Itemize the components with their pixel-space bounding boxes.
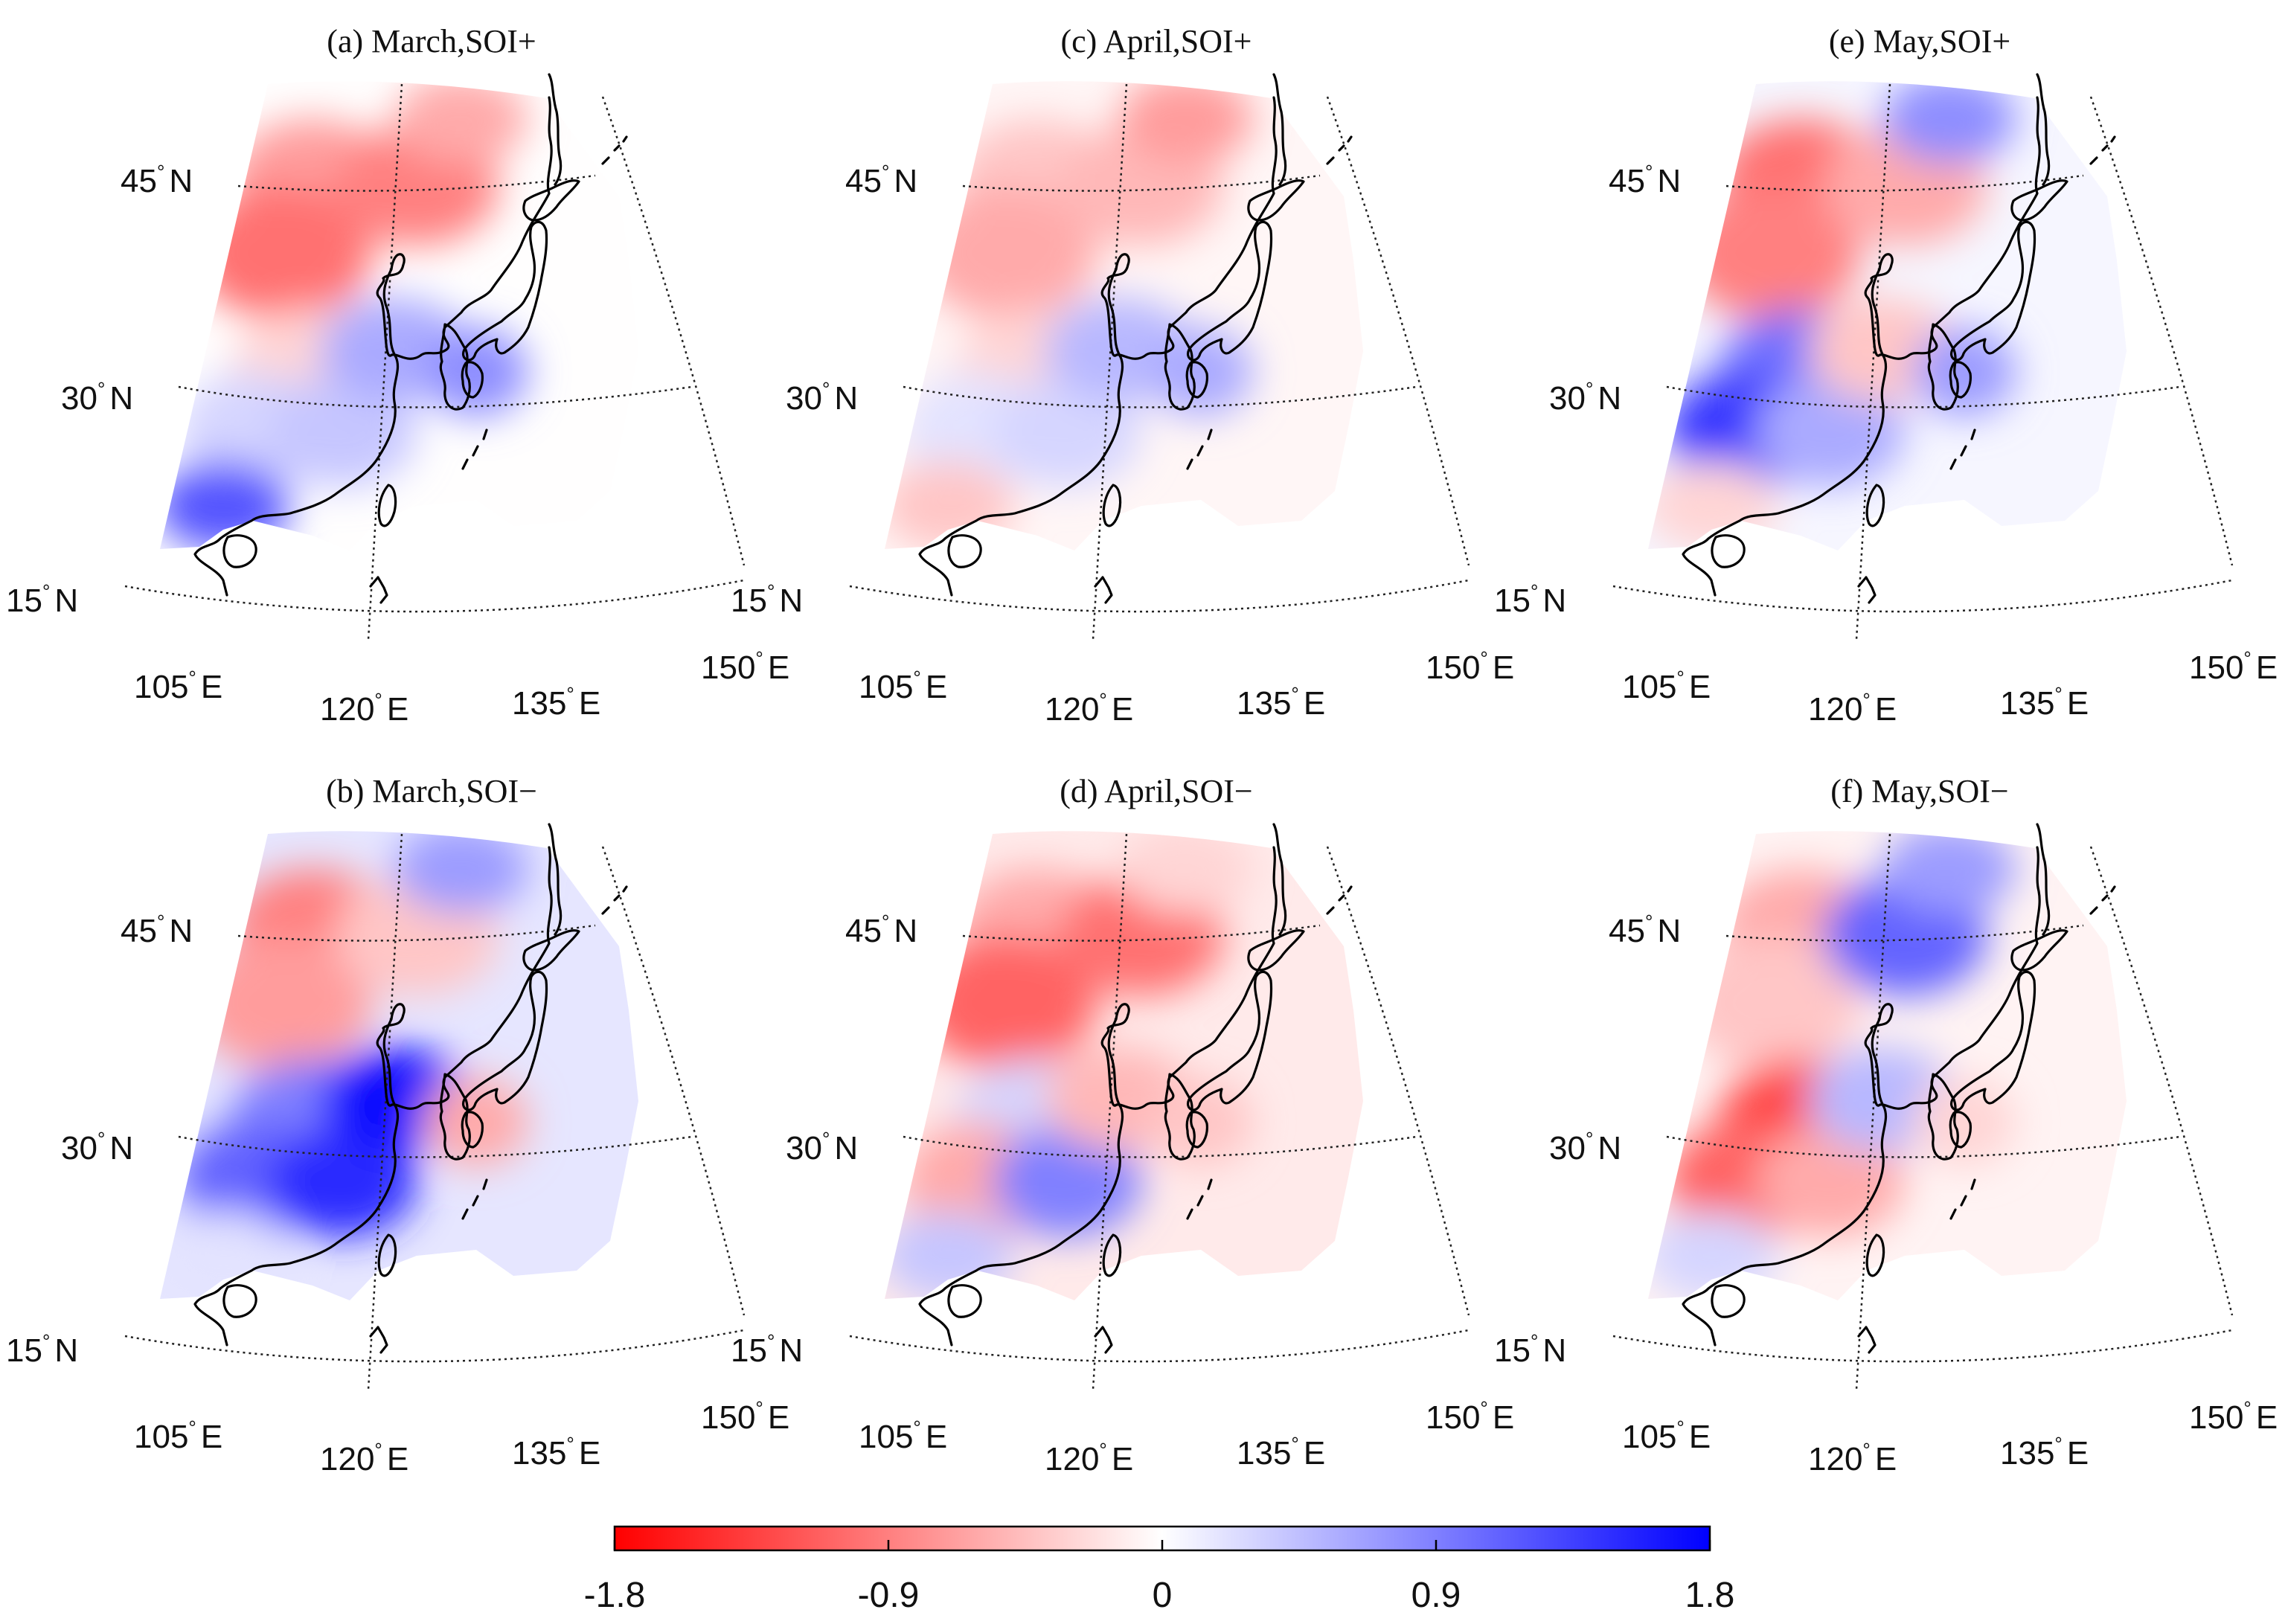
anomaly-cell bbox=[1912, 1077, 2016, 1166]
lat-label: 30° N bbox=[61, 1128, 133, 1166]
graticule bbox=[1612, 83, 2234, 641]
lon-label: 120° E bbox=[320, 1439, 408, 1477]
lon-label: 120° E bbox=[320, 689, 408, 728]
anomaly-field bbox=[885, 831, 1363, 1300]
panel-e-may-soi-plus: (e) May,SOI+ 45° N 30° N 15° N 105° E 120° E 135° E 1… bbox=[1494, 23, 2278, 728]
lat-label: 15° N bbox=[6, 580, 78, 619]
anomaly-cell bbox=[1882, 831, 2016, 914]
lon-label: 105° E bbox=[1622, 1416, 1711, 1455]
anomaly-cell bbox=[1149, 327, 1253, 417]
panel-a-march-soi-plus: (a) March,SOI+ 45° N 30° N 15° N 105° E 120° E 135°… bbox=[6, 23, 789, 728]
coastline bbox=[193, 73, 628, 604]
anomaly-cell bbox=[1912, 327, 2016, 417]
graticule bbox=[849, 83, 1470, 641]
panel-title: (c) April,SOI+ bbox=[1061, 23, 1252, 60]
anomaly-cell bbox=[1682, 936, 1860, 1070]
lon-label: 120° E bbox=[1045, 1439, 1133, 1477]
anomaly-field bbox=[160, 81, 638, 551]
lat-label: 15° N bbox=[6, 1330, 78, 1369]
anomaly-cell bbox=[1682, 186, 1860, 320]
lon-label: 105° E bbox=[859, 667, 947, 705]
anomaly-cell bbox=[1149, 1077, 1253, 1166]
panel-f-may-soi-minus: (f) May,SOI− 45° N 30° N 15° N 105° E 120° E 135° E 1… bbox=[1494, 773, 2278, 1477]
anomaly-cell bbox=[424, 1077, 528, 1166]
lat-label: 30° N bbox=[786, 1128, 858, 1166]
graticule bbox=[849, 833, 1470, 1390]
lon-label: 135° E bbox=[2000, 683, 2089, 722]
anomaly-cell bbox=[394, 831, 528, 914]
coastline bbox=[193, 823, 628, 1354]
lat-label: 15° N bbox=[731, 1330, 803, 1369]
lon-label: 135° E bbox=[512, 683, 600, 722]
anomaly-cell bbox=[1119, 81, 1253, 164]
coastline bbox=[1682, 73, 2116, 604]
lon-label: 150° E bbox=[701, 1397, 789, 1436]
anomaly-cell bbox=[918, 186, 1097, 320]
panel-title: (b) March,SOI− bbox=[326, 773, 537, 809]
lon-label: 135° E bbox=[1237, 1433, 1325, 1471]
lon-label: 150° E bbox=[1426, 647, 1514, 686]
panel-title: (e) May,SOI+ bbox=[1829, 23, 2010, 60]
colorbar-tick-label: 1.8 bbox=[1685, 1576, 1735, 1615]
lon-label: 105° E bbox=[1622, 667, 1711, 705]
colorbar-ticks: -1.8 -0.9 0 0.9 1.8 bbox=[584, 1540, 1735, 1615]
lon-label: 135° E bbox=[1237, 683, 1325, 722]
anomaly-cell bbox=[1119, 831, 1253, 914]
lat-label: 45° N bbox=[845, 911, 917, 949]
lat-label: 15° N bbox=[1494, 580, 1566, 619]
colorbar-tick-label: 0.9 bbox=[1411, 1576, 1461, 1615]
lon-label: 135° E bbox=[512, 1433, 600, 1471]
lon-label: 150° E bbox=[2189, 1397, 2278, 1436]
anomaly-cell bbox=[1882, 81, 2016, 164]
graticule bbox=[1612, 833, 2234, 1390]
anomaly-cell bbox=[193, 186, 372, 320]
coastline bbox=[918, 73, 1353, 604]
lat-label: 45° N bbox=[121, 911, 193, 949]
lat-label: 45° N bbox=[845, 161, 917, 199]
lat-label: 30° N bbox=[786, 378, 858, 417]
graticule bbox=[124, 833, 746, 1390]
lat-label: 15° N bbox=[731, 580, 803, 619]
lat-label: 30° N bbox=[1549, 378, 1621, 417]
lat-label: 30° N bbox=[61, 378, 133, 417]
lat-label: 15° N bbox=[1494, 1330, 1566, 1369]
anomaly-field bbox=[885, 81, 1363, 551]
anomaly-cell bbox=[424, 327, 528, 417]
colorbar-tick-label: -1.8 bbox=[584, 1576, 646, 1615]
lat-label: 30° N bbox=[1549, 1128, 1621, 1166]
lon-label: 150° E bbox=[701, 647, 789, 686]
anomaly-field bbox=[160, 831, 638, 1300]
lon-label: 120° E bbox=[1808, 689, 1897, 728]
lon-label: 105° E bbox=[134, 667, 222, 705]
lon-label: 105° E bbox=[859, 1416, 947, 1455]
lon-label: 120° E bbox=[1045, 689, 1133, 728]
graticule bbox=[124, 83, 746, 641]
anomaly-field bbox=[1648, 831, 2127, 1300]
panel-title: (d) April,SOI− bbox=[1060, 773, 1252, 809]
panel-c-april-soi-plus: (c) April,SOI+ 45° N 30° N 15° N 105° E 120° E 135°… bbox=[731, 23, 1514, 728]
colorbar-tick-label: 0 bbox=[1153, 1576, 1173, 1615]
anomaly-cell bbox=[918, 936, 1097, 1070]
lon-label: 120° E bbox=[1808, 1439, 1897, 1477]
colorbar-tick-label: -0.9 bbox=[858, 1576, 920, 1615]
coastline bbox=[918, 823, 1353, 1354]
lat-label: 45° N bbox=[1609, 161, 1681, 199]
panel-title: (a) March,SOI+ bbox=[327, 23, 536, 60]
lon-label: 150° E bbox=[2189, 647, 2278, 686]
colorbar: -1.8 -0.9 0 0.9 1.8 bbox=[584, 1525, 1735, 1615]
anomaly-cell bbox=[193, 936, 372, 1070]
coastline bbox=[1682, 823, 2116, 1354]
lat-label: 45° N bbox=[1609, 911, 1681, 949]
lon-label: 105° E bbox=[134, 1416, 222, 1455]
lon-label: 135° E bbox=[2000, 1433, 2089, 1471]
lat-label: 45° N bbox=[121, 161, 193, 199]
lon-label: 150° E bbox=[1426, 1397, 1514, 1436]
panel-title: (f) May,SOI− bbox=[1830, 773, 2008, 809]
panel-b-march-soi-minus: (b) March,SOI− 45° N 30° N 15° N 105° E 120° E 135°… bbox=[6, 773, 789, 1477]
anomaly-cell bbox=[394, 81, 528, 164]
panel-d-april-soi-minus: (d) April,SOI− 45° N 30° N 15° N 105° E 120° E 135°… bbox=[731, 773, 1514, 1477]
